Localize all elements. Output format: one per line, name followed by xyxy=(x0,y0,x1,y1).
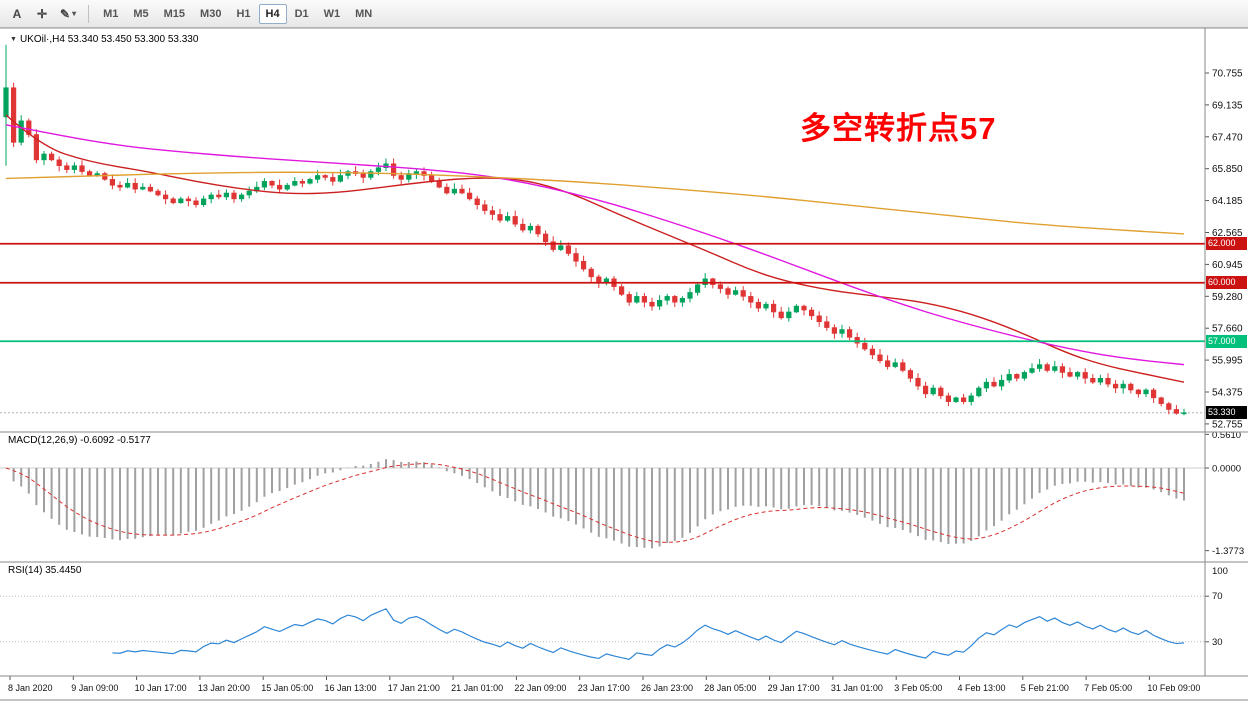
timeframe-m5-button[interactable]: M5 xyxy=(126,4,155,24)
ma-magenta-line[interactable] xyxy=(5,124,1185,366)
svg-text:17 Jan 21:00: 17 Jan 21:00 xyxy=(388,683,440,693)
svg-text:3 Feb 05:00: 3 Feb 05:00 xyxy=(894,683,942,693)
svg-text:-1.3773: -1.3773 xyxy=(1212,546,1244,557)
svg-text:100: 100 xyxy=(1212,566,1228,577)
rsi-line xyxy=(112,608,1185,660)
rsi-value: 35.4450 xyxy=(45,565,82,576)
ma-red-line[interactable] xyxy=(5,114,1185,383)
rsi-name: RSI(14) xyxy=(8,565,43,576)
timeframe-d1-button[interactable]: D1 xyxy=(288,4,316,24)
timeframe-m30-button[interactable]: M30 xyxy=(193,4,228,24)
macd-histogram xyxy=(12,459,1185,549)
svg-text:22 Jan 09:00: 22 Jan 09:00 xyxy=(514,683,566,693)
svg-text:26 Jan 23:00: 26 Jan 23:00 xyxy=(641,683,693,693)
macd-name: MACD(12,26,9) xyxy=(8,435,78,446)
svg-text:69.135: 69.135 xyxy=(1212,100,1243,111)
svg-text:65.850: 65.850 xyxy=(1212,164,1243,175)
svg-text:70.755: 70.755 xyxy=(1212,69,1243,80)
level-price-tag: 57.000 xyxy=(1206,334,1247,348)
svg-text:7 Feb 05:00: 7 Feb 05:00 xyxy=(1084,683,1132,693)
timeframe-mn-button[interactable]: MN xyxy=(348,4,379,24)
macd-values: -0.6092 -0.5177 xyxy=(80,435,151,446)
collapse-arrow-icon[interactable]: ▼ xyxy=(10,36,17,43)
candles-layer xyxy=(3,44,1187,416)
svg-text:67.470: 67.470 xyxy=(1212,132,1243,143)
svg-text:54.375: 54.375 xyxy=(1212,388,1243,399)
toolbar: A ✛ ✎ ▾ M1 M5 M15 M30 H1 H4 D1 W1 MN xyxy=(0,0,1248,28)
svg-text:21 Jan 01:00: 21 Jan 01:00 xyxy=(451,683,503,693)
svg-text:16 Jan 13:00: 16 Jan 13:00 xyxy=(325,683,377,693)
svg-text:55.995: 55.995 xyxy=(1212,356,1243,367)
level-price-tag: 62.000 xyxy=(1206,237,1247,251)
toolbar-separator xyxy=(88,4,90,23)
timeframe-m1-button[interactable]: M1 xyxy=(96,4,125,24)
svg-text:10 Feb 09:00: 10 Feb 09:00 xyxy=(1147,683,1200,693)
svg-text:62.565: 62.565 xyxy=(1212,228,1243,239)
svg-text:29 Jan 17:00: 29 Jan 17:00 xyxy=(768,683,820,693)
svg-text:28 Jan 05:00: 28 Jan 05:00 xyxy=(704,683,756,693)
ma-orange-line[interactable] xyxy=(5,171,1185,235)
svg-text:13 Jan 20:00: 13 Jan 20:00 xyxy=(198,683,250,693)
svg-text:10 Jan 17:00: 10 Jan 17:00 xyxy=(135,683,187,693)
pointer-tool-button[interactable]: A xyxy=(5,3,29,25)
svg-text:59.280: 59.280 xyxy=(1212,292,1243,303)
timeframe-h1-button[interactable]: H1 xyxy=(229,4,257,24)
svg-text:15 Jan 05:00: 15 Jan 05:00 xyxy=(261,683,313,693)
symbol-ohlc-label: ▼ UKOil·,H4 53.340 53.450 53.300 53.330 xyxy=(10,34,198,45)
level-price-tag: 60.000 xyxy=(1206,276,1247,290)
svg-text:5 Feb 21:00: 5 Feb 21:00 xyxy=(1021,683,1069,693)
svg-text:4 Feb 13:00: 4 Feb 13:00 xyxy=(958,683,1006,693)
svg-text:0.5610: 0.5610 xyxy=(1212,430,1241,441)
chevron-down-icon: ▾ xyxy=(72,9,77,18)
svg-text:57.660: 57.660 xyxy=(1212,324,1243,335)
macd-indicator-label: MACD(12,26,9) -0.6092 -0.5177 xyxy=(8,435,151,446)
symbol-period-label: UKOil·,H4 xyxy=(19,34,65,45)
chart-background xyxy=(0,28,1248,700)
svg-text:9 Jan 09:00: 9 Jan 09:00 xyxy=(71,683,118,693)
timeframe-w1-button[interactable]: W1 xyxy=(317,4,348,24)
svg-text:31 Jan 01:00: 31 Jan 01:00 xyxy=(831,683,883,693)
svg-text:8 Jan 2020: 8 Jan 2020 xyxy=(8,683,53,693)
ohlc-values: 53.340 53.450 53.300 53.330 xyxy=(67,34,199,45)
svg-text:0.0000: 0.0000 xyxy=(1212,464,1241,475)
svg-text:23 Jan 17:00: 23 Jan 17:00 xyxy=(578,683,630,693)
chart-annotation-text[interactable]: 多空转折点57 xyxy=(800,111,997,146)
crosshair-tool-button[interactable]: ✛ xyxy=(30,3,54,25)
current-price-tag: 53.330 xyxy=(1206,406,1247,420)
svg-text:64.185: 64.185 xyxy=(1212,196,1243,207)
pencil-icon: ✎ xyxy=(60,6,71,21)
rsi-indicator-label: RSI(14) 35.4450 xyxy=(8,565,81,576)
svg-text:60.945: 60.945 xyxy=(1212,260,1243,271)
svg-text:52.755: 52.755 xyxy=(1212,419,1243,430)
svg-text:30: 30 xyxy=(1212,637,1223,648)
timeframe-h4-button[interactable]: H4 xyxy=(258,3,287,24)
svg-text:70: 70 xyxy=(1212,591,1223,602)
draw-tool-button[interactable]: ✎ ▾ xyxy=(55,3,81,25)
timeframe-m15-button[interactable]: M15 xyxy=(157,4,192,24)
